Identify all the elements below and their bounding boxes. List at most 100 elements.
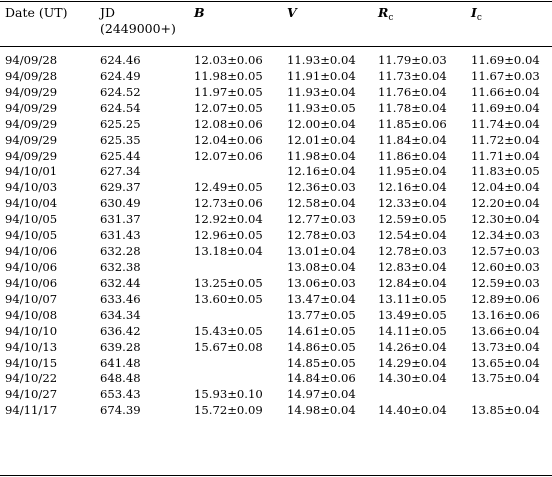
cell-ic-mag: 13.66±0.04 xyxy=(471,323,540,338)
cell-b-mag: 15.72±0.09 xyxy=(194,403,263,418)
table-row: 94/09/29 624.52 11.97±0.05 11.93±0.04 11.76±… xyxy=(0,85,552,101)
header-b: B xyxy=(194,5,205,21)
cell-rc-mag: 11.95±0.04 xyxy=(378,164,447,179)
cell-b-mag: 12.73±0.06 xyxy=(194,196,263,211)
cell-rc-mag: 11.73±0.04 xyxy=(378,68,447,83)
cell-v-mag: 13.08±0.04 xyxy=(287,259,356,274)
bottom-rule xyxy=(0,475,552,476)
cell-jd: 641.48 xyxy=(100,355,141,370)
cell-jd: 629.37 xyxy=(100,180,141,195)
cell-date: 94/10/06 xyxy=(5,244,58,259)
cell-ic-mag: 12.34±0.03 xyxy=(471,228,540,243)
cell-v-mag: 12.78±0.03 xyxy=(287,228,356,243)
cell-rc-mag: 12.78±0.03 xyxy=(378,244,447,259)
cell-v-mag: 14.84±0.06 xyxy=(287,371,356,386)
cell-b-mag: 15.43±0.05 xyxy=(194,323,263,338)
header-b-label: B xyxy=(194,5,205,20)
cell-jd: 632.38 xyxy=(100,259,141,274)
cell-rc-mag: 12.16±0.04 xyxy=(378,180,447,195)
cell-ic-mag: 12.89±0.06 xyxy=(471,291,540,306)
cell-b-mag: 13.18±0.04 xyxy=(194,244,263,259)
cell-v-mag: 13.06±0.03 xyxy=(287,275,356,290)
cell-v-mag: 13.01±0.04 xyxy=(287,244,356,259)
cell-jd: 648.48 xyxy=(100,371,141,386)
table-row: 94/09/28 624.49 11.98±0.05 11.91±0.04 11.73±… xyxy=(0,69,552,85)
cell-v-mag: 11.93±0.04 xyxy=(287,53,356,67)
cell-v-mag: 12.01±0.04 xyxy=(287,132,356,147)
cell-rc-mag: 12.83±0.04 xyxy=(378,259,447,274)
cell-b-mag: 15.67±0.08 xyxy=(194,339,263,354)
cell-b-mag: 13.60±0.05 xyxy=(194,291,263,306)
table-row: 94/10/27 653.43 15.93±0.10 14.97±0.04 xyxy=(0,387,552,403)
cell-jd: 624.52 xyxy=(100,84,141,99)
cell-v-mag: 14.61±0.05 xyxy=(287,323,356,338)
cell-rc-mag: 12.54±0.04 xyxy=(378,228,447,243)
cell-b-mag: 12.96±0.05 xyxy=(194,228,263,243)
table-row: 94/10/03 629.37 12.49±0.05 12.36±0.03 12.16±… xyxy=(0,180,552,196)
cell-jd: 632.44 xyxy=(100,275,141,290)
cell-jd: 636.42 xyxy=(100,323,141,338)
cell-ic-mag: 12.04±0.04 xyxy=(471,180,540,195)
cell-ic-mag: 11.74±0.04 xyxy=(471,116,540,131)
cell-rc-mag: 11.79±0.03 xyxy=(378,53,447,67)
cell-jd: 632.28 xyxy=(100,244,141,259)
table-row: 94/10/08 634.34 13.77±0.05 13.49±0.05 13.16±… xyxy=(0,308,552,324)
cell-date: 94/10/06 xyxy=(5,259,58,274)
cell-date: 94/09/29 xyxy=(5,116,58,131)
cell-rc-mag: 13.49±0.05 xyxy=(378,307,447,322)
cell-v-mag: 11.98±0.04 xyxy=(287,148,356,163)
cell-b-mag: 13.25±0.05 xyxy=(194,275,263,290)
cell-ic-mag: 11.66±0.04 xyxy=(471,84,540,99)
header-date: Date (UT) xyxy=(5,5,68,20)
cell-rc-mag: 12.84±0.04 xyxy=(378,275,447,290)
cell-v-mag: 12.77±0.03 xyxy=(287,212,356,227)
table-row: 94/10/01 627.34 12.16±0.04 11.95±0.04 11.83±… xyxy=(0,164,552,180)
cell-date: 94/10/10 xyxy=(5,323,58,338)
cell-rc-mag: 14.29±0.04 xyxy=(378,355,447,370)
header-rc: Rc xyxy=(378,5,393,26)
table-body: 94/09/28 624.46 12.03±0.06 11.93±0.04 11.79±… xyxy=(0,53,552,419)
cell-rc-mag: 14.11±0.05 xyxy=(378,323,447,338)
table-row: 94/09/28 624.46 12.03±0.06 11.93±0.04 11.79±… xyxy=(0,53,552,69)
cell-ic-mag: 12.60±0.03 xyxy=(471,259,540,274)
cell-rc-mag: 13.11±0.05 xyxy=(378,291,447,306)
table-row: 94/09/29 625.25 12.08±0.06 12.00±0.04 11.85±… xyxy=(0,117,552,133)
header-ic: Ic xyxy=(471,5,482,26)
cell-rc-mag: 11.76±0.04 xyxy=(378,84,447,99)
table-row: 94/10/15 641.48 14.85±0.05 14.29±0.04 13.65±… xyxy=(0,356,552,372)
table-row: 94/10/22 648.48 14.84±0.06 14.30±0.04 13.75±… xyxy=(0,371,552,387)
cell-ic-mag: 11.69±0.04 xyxy=(471,53,540,67)
cell-b-mag: 12.03±0.06 xyxy=(194,53,263,67)
cell-b-mag: 12.04±0.06 xyxy=(194,132,263,147)
cell-rc-mag: 11.78±0.04 xyxy=(378,100,447,115)
cell-jd: 631.37 xyxy=(100,212,141,227)
table-row: 94/09/29 625.35 12.04±0.06 12.01±0.04 11.84±… xyxy=(0,133,552,149)
top-rule xyxy=(0,1,552,2)
cell-rc-mag: 14.30±0.04 xyxy=(378,371,447,386)
cell-rc-mag: 11.85±0.06 xyxy=(378,116,447,131)
cell-rc-mag: 12.33±0.04 xyxy=(378,196,447,211)
cell-date: 94/10/04 xyxy=(5,196,58,211)
cell-v-mag: 14.85±0.05 xyxy=(287,355,356,370)
cell-ic-mag: 13.16±0.06 xyxy=(471,307,540,322)
cell-b-mag: 15.93±0.10 xyxy=(194,387,263,402)
header-jd-offset: (2449000+) xyxy=(100,21,176,36)
cell-date: 94/09/29 xyxy=(5,84,58,99)
cell-ic-mag: 13.75±0.04 xyxy=(471,371,540,386)
cell-v-mag: 13.77±0.05 xyxy=(287,307,356,322)
cell-date: 94/10/27 xyxy=(5,387,58,402)
cell-ic-mag: 13.85±0.04 xyxy=(471,403,540,418)
header-rc-label: R xyxy=(378,5,389,20)
cell-ic-mag: 11.83±0.05 xyxy=(471,164,540,179)
table-row: 94/10/06 632.44 13.25±0.05 13.06±0.03 12.84±… xyxy=(0,276,552,292)
cell-jd: 639.28 xyxy=(100,339,141,354)
cell-date: 94/10/07 xyxy=(5,291,58,306)
cell-date: 94/09/28 xyxy=(5,68,58,83)
table-row: 94/09/29 625.44 12.07±0.06 11.98±0.04 11.86±… xyxy=(0,149,552,165)
cell-date: 94/10/08 xyxy=(5,307,58,322)
cell-rc-mag: 11.84±0.04 xyxy=(378,132,447,147)
header-v-label: V xyxy=(287,5,297,20)
cell-date: 94/09/29 xyxy=(5,132,58,147)
cell-jd: 625.44 xyxy=(100,148,141,163)
cell-v-mag: 11.93±0.05 xyxy=(287,100,356,115)
